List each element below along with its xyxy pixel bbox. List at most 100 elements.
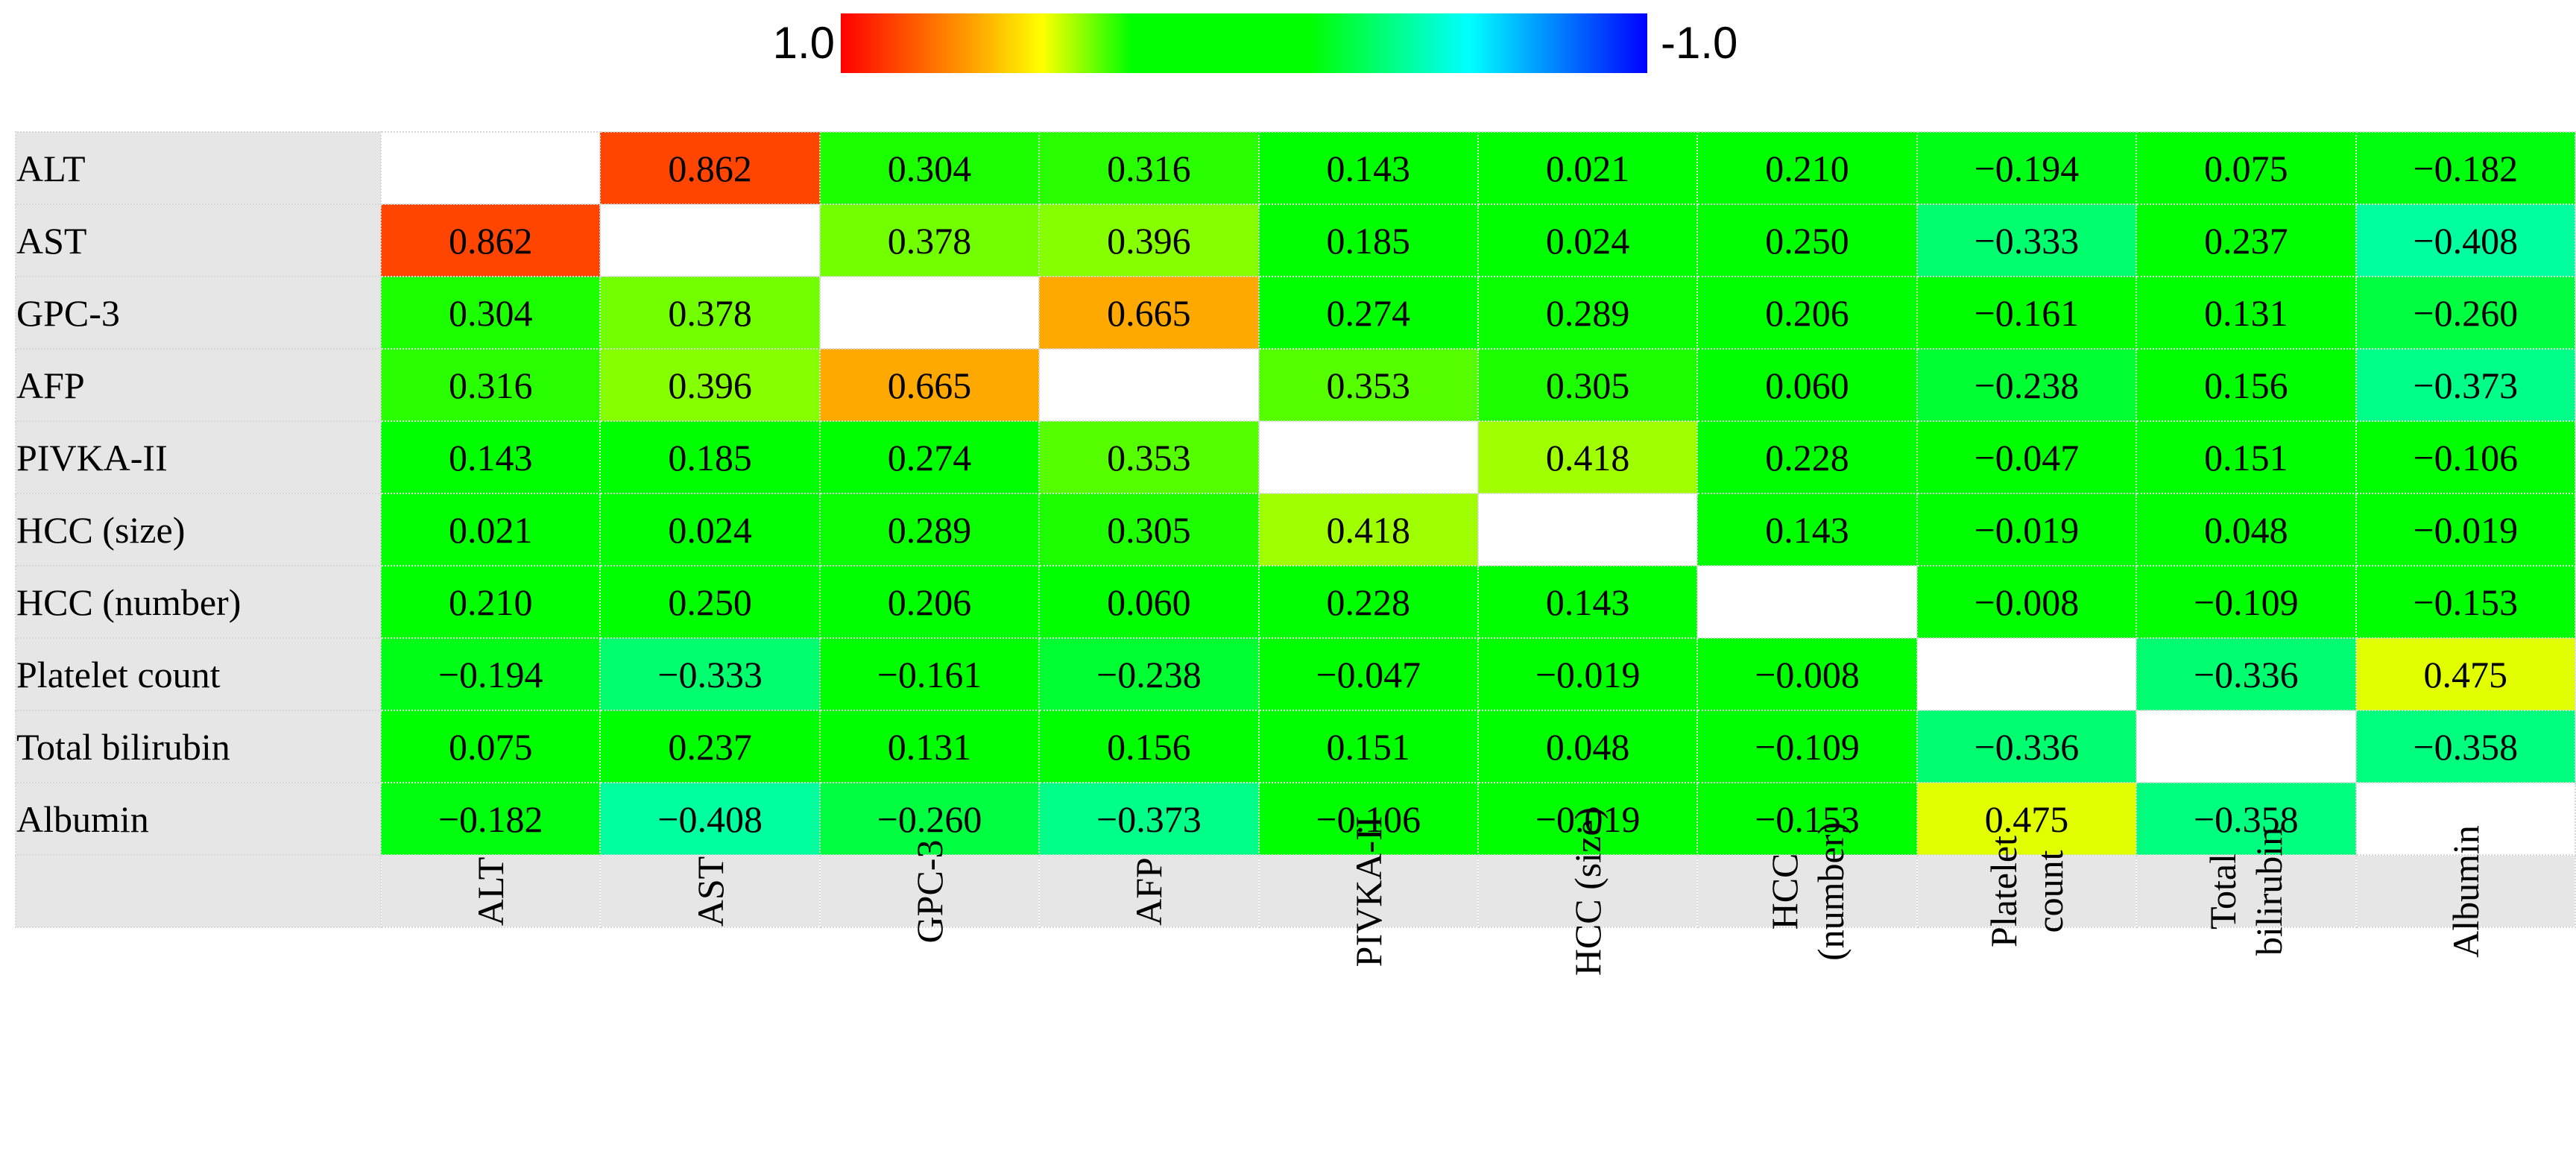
heatmap-cell: 0.250 [599, 565, 821, 639]
legend-max-label: 1.0 [772, 18, 835, 68]
row-label: GPC-3 [14, 276, 382, 350]
column-header: Platelet count [1916, 836, 2138, 947]
column-header: HCC (number) [1696, 821, 1918, 961]
heatmap-cell: 0.228 [1696, 420, 1918, 494]
heatmap-cell: −0.109 [2135, 565, 2357, 639]
heatmap-cell: −0.358 [2355, 710, 2576, 783]
heatmap-cell: −0.260 [2355, 276, 2576, 350]
heatmap-row: Total bilirubin 0.075 0.237 0.131 0.156 0.151… [14, 710, 2576, 783]
heatmap-cell: −0.109 [1696, 710, 1918, 783]
column-header: PIVKA-II [1257, 815, 1479, 967]
heatmap-row: ALT 0.862 0.304 0.316 0.143 0.021 0.210 −0.194 0… [14, 131, 2576, 205]
row-label: Total bilirubin [14, 710, 382, 783]
heatmap-cell: 0.143 [1696, 493, 1918, 566]
heatmap-cell: 0.378 [818, 203, 1041, 277]
column-header: Albumin [2355, 825, 2576, 957]
heatmap-cell: 0.156 [1038, 710, 1260, 783]
heatmap-diagonal-cell [1696, 565, 1918, 639]
heatmap-diagonal-cell [1257, 420, 1479, 494]
heatmap-cell: 0.862 [599, 131, 821, 205]
column-header-row: ALT AST GPC-3 AFP PIVKA-II HCC (size) HCC (numb… [14, 807, 2576, 976]
heatmap-cell: −0.106 [1257, 782, 1479, 856]
row-label: Albumin [14, 782, 382, 856]
column-label: HCC (number) [1763, 821, 1852, 961]
heatmap-cell: −0.373 [2355, 348, 2576, 422]
heatmap-cell: −0.336 [1916, 710, 2138, 783]
heatmap-cell: 0.237 [2135, 203, 2357, 277]
heatmap-cell: 0.143 [1257, 131, 1479, 205]
heatmap-cell: −0.019 [1477, 782, 1699, 856]
heatmap-cell: 0.475 [2355, 637, 2576, 711]
column-header: GPC-3 [818, 839, 1041, 943]
heatmap-cell: 0.665 [1038, 276, 1260, 350]
heatmap-cell: −0.182 [2355, 131, 2576, 205]
heatmap-cell: −0.333 [599, 637, 821, 711]
heatmap-cell: 0.418 [1257, 493, 1479, 566]
heatmap-cell: 0.305 [1038, 493, 1260, 566]
heatmap-cell: 0.316 [380, 348, 602, 422]
column-label: Total bilirubin [2202, 827, 2291, 956]
heatmap-cell: −0.238 [1916, 348, 2138, 422]
heatmap-cell: 0.396 [599, 348, 821, 422]
heatmap-cell: −0.008 [1696, 637, 1918, 711]
heatmap-diagonal-cell [1916, 637, 2138, 711]
row-label: AST [14, 203, 382, 277]
heatmap-diagonal-cell [380, 131, 602, 205]
heatmap-row: PIVKA-II 0.143 0.185 0.274 0.353 0.418 0.228 −0… [14, 420, 2576, 494]
heatmap-cell: −0.153 [2355, 565, 2576, 639]
heatmap-cell: −0.408 [2355, 203, 2576, 277]
heatmap-cell: 0.274 [1257, 276, 1479, 350]
heatmap-cell: 0.353 [1257, 348, 1479, 422]
column-header: Total bilirubin [2135, 827, 2357, 956]
heatmap-cell: 0.274 [818, 420, 1041, 494]
heatmap-cell: 0.143 [1477, 565, 1699, 639]
heatmap-cell: −0.408 [599, 782, 821, 856]
heatmap-cell: −0.047 [1916, 420, 2138, 494]
heatmap-diagonal-cell [1038, 348, 1260, 422]
heatmap-cell: 0.048 [1477, 710, 1699, 783]
heatmap-cell: −0.106 [2355, 420, 2576, 494]
heatmap-cell: 0.151 [1257, 710, 1479, 783]
header-corner [14, 854, 382, 928]
heatmap-cell: −0.047 [1257, 637, 1479, 711]
heatmap-cell: −0.373 [1038, 782, 1260, 856]
heatmap-cell: −0.019 [2355, 493, 2576, 566]
heatmap-cell: 0.131 [818, 710, 1041, 783]
heatmap-cell: 0.353 [1038, 420, 1260, 494]
heatmap-cell: 0.228 [1257, 565, 1479, 639]
heatmap-diagonal-cell [818, 276, 1041, 350]
heatmap-cell: −0.358 [2135, 782, 2357, 856]
heatmap-diagonal-cell [2355, 782, 2576, 856]
heatmap-cell: 0.021 [1477, 131, 1699, 205]
heatmap-cell: 0.289 [1477, 276, 1699, 350]
heatmap-cell: 0.131 [2135, 276, 2357, 350]
heatmap-cell: 0.143 [380, 420, 602, 494]
heatmap-cell: −0.238 [1038, 637, 1260, 711]
row-label: HCC (size) [14, 493, 382, 566]
heatmap-cell: 0.237 [599, 710, 821, 783]
row-label: HCC (number) [14, 565, 382, 639]
heatmap-cell: 0.048 [2135, 493, 2357, 566]
heatmap-cell: −0.019 [1916, 493, 2138, 566]
heatmap-cell: −0.019 [1477, 637, 1699, 711]
heatmap-cell: 0.305 [1477, 348, 1699, 422]
heatmap-cell: −0.008 [1916, 565, 2138, 639]
heatmap-row: AFP 0.316 0.396 0.665 0.353 0.305 0.060 −0.238 0… [14, 348, 2576, 422]
heatmap-cell: 0.316 [1038, 131, 1260, 205]
legend-min-label: -1.0 [1661, 18, 1738, 68]
heatmap-cell: 0.206 [818, 565, 1041, 639]
heatmap-cell: 0.862 [380, 203, 602, 277]
heatmap-row: HCC (number) 0.210 0.250 0.206 0.060 0.228 0.1… [14, 565, 2576, 639]
heatmap-cell: −0.194 [380, 637, 602, 711]
heatmap-cell: −0.194 [1916, 131, 2138, 205]
heatmap-cell: 0.156 [2135, 348, 2357, 422]
row-label: AFP [14, 348, 382, 422]
heatmap-cell: 0.418 [1477, 420, 1699, 494]
heatmap-cell: 0.075 [2135, 131, 2357, 205]
column-header: AFP [1038, 854, 1260, 928]
heatmap-row: GPC-3 0.304 0.378 0.665 0.274 0.289 0.206 −0.16… [14, 276, 2576, 350]
heatmap-cell: 0.206 [1696, 276, 1918, 350]
column-label: Albumin [2444, 824, 2487, 958]
column-label: AST [689, 856, 731, 927]
row-label: ALT [14, 131, 382, 205]
